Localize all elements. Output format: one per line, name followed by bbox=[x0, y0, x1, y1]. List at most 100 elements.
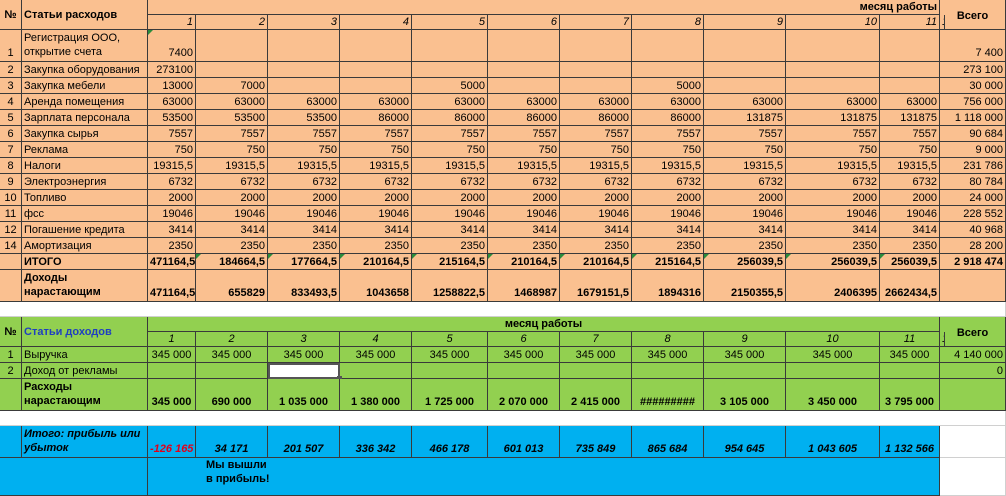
expense-cell[interactable] bbox=[560, 78, 632, 94]
expense-cell[interactable]: 53500 bbox=[148, 110, 196, 126]
expense-total[interactable]: 28 200 bbox=[940, 238, 1006, 254]
expense-cell[interactable]: 6732 bbox=[340, 174, 412, 190]
itogo-cell[interactable]: 471164,5 bbox=[148, 254, 196, 270]
itogo-cell[interactable]: 210164,5 bbox=[488, 254, 560, 270]
expense-cell[interactable]: 2000 bbox=[412, 190, 488, 206]
expense-cell[interactable]: 63000 bbox=[412, 94, 488, 110]
expense-cell[interactable]: 7557 bbox=[786, 126, 880, 142]
expense-cell[interactable]: 131875 bbox=[786, 110, 880, 126]
expense-cell[interactable]: 63000 bbox=[148, 94, 196, 110]
expense-total[interactable]: 30 000 bbox=[940, 78, 1006, 94]
expense-total[interactable]: 273 100 bbox=[940, 62, 1006, 78]
expense-cell[interactable]: 6732 bbox=[488, 174, 560, 190]
profit-cell[interactable]: 201 507 bbox=[268, 426, 340, 458]
itogo-cell[interactable]: 177664,5 bbox=[268, 254, 340, 270]
expense-cell[interactable]: 63000 bbox=[196, 94, 268, 110]
expense-cell[interactable]: 19046 bbox=[268, 206, 340, 222]
expense-cell[interactable]: 5000 bbox=[412, 78, 488, 94]
income-cell[interactable]: 345 000 bbox=[560, 347, 632, 363]
expense-cell[interactable]: 19046 bbox=[148, 206, 196, 222]
expense-total[interactable]: 80 784 bbox=[940, 174, 1006, 190]
itogo-total[interactable]: 2 918 474 bbox=[940, 254, 1006, 270]
expense-cell[interactable] bbox=[560, 62, 632, 78]
expense-cell[interactable]: 2000 bbox=[560, 190, 632, 206]
expense-total[interactable]: 40 968 bbox=[940, 222, 1006, 238]
expense-cell[interactable]: 3414 bbox=[704, 222, 786, 238]
income-cell[interactable] bbox=[268, 363, 340, 379]
expense-total[interactable]: 1 118 000 bbox=[940, 110, 1006, 126]
itogo-cell[interactable]: 256039,5 bbox=[704, 254, 786, 270]
cumulative-income-cell[interactable]: ######### bbox=[632, 379, 704, 411]
profit-cell[interactable]: 1 043 605 bbox=[786, 426, 880, 458]
expense-cell[interactable]: 6732 bbox=[412, 174, 488, 190]
expense-cell[interactable]: 2000 bbox=[268, 190, 340, 206]
expense-cell[interactable]: 86000 bbox=[412, 110, 488, 126]
expense-cell[interactable]: 131875 bbox=[704, 110, 786, 126]
expense-cell[interactable]: 7557 bbox=[340, 126, 412, 142]
expense-cell[interactable]: 7557 bbox=[268, 126, 340, 142]
expense-cell[interactable]: 3414 bbox=[560, 222, 632, 238]
expense-cell[interactable]: 7000 bbox=[196, 78, 268, 94]
income-cell[interactable] bbox=[340, 363, 412, 379]
expense-cell[interactable]: 2350 bbox=[268, 238, 340, 254]
expense-cell[interactable]: 7557 bbox=[560, 126, 632, 142]
expense-cell[interactable]: 7557 bbox=[488, 126, 560, 142]
expense-cell[interactable]: 2350 bbox=[340, 238, 412, 254]
expense-cell[interactable]: 7400 bbox=[148, 30, 196, 62]
income-cell[interactable]: 345 000 bbox=[704, 347, 786, 363]
itogo-cell[interactable]: 256039,5 bbox=[786, 254, 880, 270]
expense-cell[interactable]: 3414 bbox=[632, 222, 704, 238]
expense-cell[interactable] bbox=[786, 30, 880, 62]
cumulative-expense-cell[interactable]: 471164,5 bbox=[148, 270, 196, 302]
expense-cell[interactable]: 86000 bbox=[560, 110, 632, 126]
expense-cell[interactable] bbox=[412, 30, 488, 62]
expense-cell[interactable] bbox=[340, 78, 412, 94]
itogo-cell[interactable]: 210164,5 bbox=[560, 254, 632, 270]
expense-cell[interactable]: 2000 bbox=[148, 190, 196, 206]
income-cell[interactable] bbox=[880, 363, 940, 379]
expense-cell[interactable] bbox=[488, 78, 560, 94]
expense-cell[interactable]: 53500 bbox=[196, 110, 268, 126]
cumulative-expense-cell[interactable]: 2406395 bbox=[786, 270, 880, 302]
expense-cell[interactable]: 750 bbox=[488, 142, 560, 158]
expense-cell[interactable]: 2350 bbox=[560, 238, 632, 254]
income-cell[interactable]: 345 000 bbox=[880, 347, 940, 363]
income-cell[interactable] bbox=[786, 363, 880, 379]
expense-cell[interactable]: 750 bbox=[148, 142, 196, 158]
expense-cell[interactable]: 19046 bbox=[412, 206, 488, 222]
itogo-cell[interactable]: 256039,5 bbox=[880, 254, 940, 270]
profit-cell[interactable]: 466 178 bbox=[412, 426, 488, 458]
profit-cell[interactable]: 336 342 bbox=[340, 426, 412, 458]
expense-cell[interactable] bbox=[340, 62, 412, 78]
expense-cell[interactable]: 6732 bbox=[148, 174, 196, 190]
expense-cell[interactable]: 750 bbox=[880, 142, 940, 158]
expense-cell[interactable]: 7557 bbox=[196, 126, 268, 142]
profit-cell[interactable]: 865 684 bbox=[632, 426, 704, 458]
expense-cell[interactable]: 19046 bbox=[786, 206, 880, 222]
expense-cell[interactable]: 750 bbox=[632, 142, 704, 158]
expense-total[interactable]: 231 786 bbox=[940, 158, 1006, 174]
itogo-cell[interactable]: 184664,5 bbox=[196, 254, 268, 270]
cumulative-expense-cell[interactable]: 1258822,5 bbox=[412, 270, 488, 302]
expense-cell[interactable]: 19315,5 bbox=[412, 158, 488, 174]
expense-cell[interactable]: 63000 bbox=[560, 94, 632, 110]
expense-cell[interactable]: 2000 bbox=[880, 190, 940, 206]
expense-cell[interactable]: 2350 bbox=[488, 238, 560, 254]
expense-cell[interactable]: 7557 bbox=[412, 126, 488, 142]
itogo-cell[interactable]: 210164,5 bbox=[340, 254, 412, 270]
expense-cell[interactable]: 6732 bbox=[560, 174, 632, 190]
cumulative-income-cell[interactable]: 690 000 bbox=[196, 379, 268, 411]
expense-cell[interactable]: 7557 bbox=[632, 126, 704, 142]
expense-cell[interactable]: 19315,5 bbox=[340, 158, 412, 174]
expense-cell[interactable]: 2000 bbox=[786, 190, 880, 206]
expense-cell[interactable]: 2000 bbox=[340, 190, 412, 206]
expense-cell[interactable]: 2000 bbox=[488, 190, 560, 206]
expense-cell[interactable]: 750 bbox=[786, 142, 880, 158]
expense-cell[interactable]: 63000 bbox=[704, 94, 786, 110]
selection-fill-handle[interactable] bbox=[337, 376, 342, 381]
expense-cell[interactable]: 6732 bbox=[786, 174, 880, 190]
expense-total[interactable]: 90 684 bbox=[940, 126, 1006, 142]
expense-cell[interactable]: 19046 bbox=[704, 206, 786, 222]
expense-cell[interactable]: 63000 bbox=[786, 94, 880, 110]
expense-cell[interactable]: 19046 bbox=[560, 206, 632, 222]
